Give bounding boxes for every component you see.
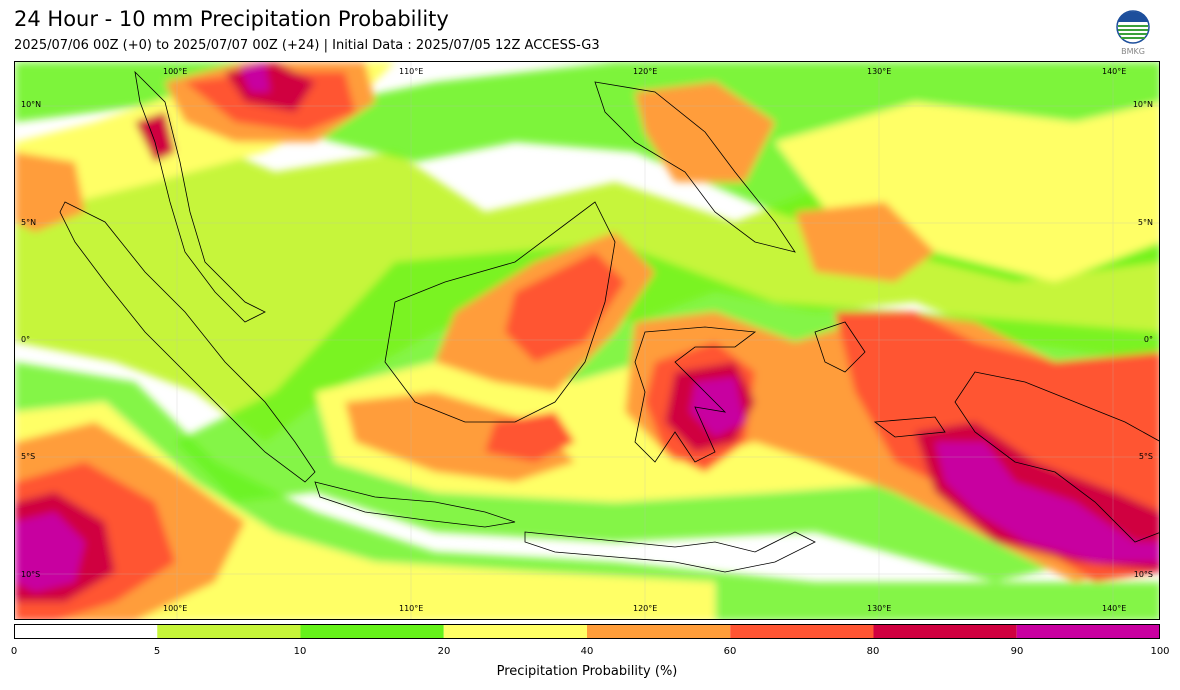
sulawesi-coastline [634, 326, 757, 463]
lat-label-left: 10°S [21, 570, 41, 579]
lat-label-left: 10°N [21, 100, 42, 109]
colorbar-bin [443, 624, 587, 639]
lon-label-top: 130°E [867, 67, 892, 76]
map-canvas [15, 62, 1159, 619]
map-title: 24 Hour - 10 mm Precipitation Probabilit… [14, 7, 449, 31]
new-guinea-coastline [954, 371, 1159, 543]
colorbar-tick: 60 [723, 646, 737, 657]
lon-label-bottom: 130°E [867, 604, 892, 613]
lon-label-top: 110°E [399, 67, 424, 76]
lat-label-left: 5°N [21, 218, 37, 227]
precipitation-map: 100°E 110°E 120°E 130°E 140°E 100°E 110°… [14, 61, 1160, 620]
colorbar-tick: 20 [437, 646, 451, 657]
lat-label-right: 10°N [1132, 100, 1153, 109]
philippines-coastline [594, 81, 796, 253]
colorbar [14, 624, 1160, 639]
colorbar-bin [1016, 624, 1160, 639]
lon-label-bottom: 100°E [163, 604, 188, 613]
maluku-coastline [814, 321, 866, 373]
colorbar-bin [14, 624, 158, 639]
colorbar-tick: 5 [153, 646, 161, 657]
colorbar-tick: 0 [10, 646, 18, 657]
colorbar-bin [730, 624, 874, 639]
colorbar-tick: 90 [1010, 646, 1024, 657]
lon-label-top: 140°E [1102, 67, 1127, 76]
colorbar-tick: 80 [866, 646, 880, 657]
map-subtitle: 2025/07/06 00Z (+0) to 2025/07/07 00Z (+… [14, 38, 600, 53]
lat-label-left: 0° [21, 335, 31, 344]
malay-peninsula-coastline [134, 70, 266, 323]
sumatra-coastline [59, 201, 316, 483]
lon-label-bottom: 140°E [1102, 604, 1127, 613]
colorbar-bin [300, 624, 444, 639]
colorbar-tick: 40 [580, 646, 594, 657]
lesser-sunda-coastline [524, 531, 816, 573]
colorbar-bin [157, 624, 301, 639]
lat-label-right: 5°S [1138, 452, 1153, 461]
lat-label-right: 5°N [1137, 218, 1153, 227]
svg-text:BMKG: BMKG [1121, 47, 1145, 56]
seram-coastline [873, 416, 946, 438]
lon-label-top: 100°E [163, 67, 188, 76]
colorbar-bin [873, 624, 1017, 639]
bmkg-logo-icon: BMKG [1112, 10, 1154, 56]
colorbar-tick: 100 [1150, 646, 1170, 657]
lat-label-right: 10°S [1133, 570, 1153, 579]
borneo-coastline [384, 201, 616, 423]
lon-label-bottom: 120°E [633, 604, 658, 613]
colorbar-border [14, 624, 1160, 639]
colorbar-bin [587, 624, 731, 639]
java-coastline [314, 481, 516, 528]
lat-label-right: 0° [1143, 335, 1153, 344]
lat-label-left: 5°S [21, 452, 36, 461]
colorbar-tick: 10 [293, 646, 307, 657]
colorbar-label: Precipitation Probability (%) [496, 664, 678, 679]
lon-label-bottom: 110°E [399, 604, 424, 613]
lon-label-top: 120°E [633, 67, 658, 76]
